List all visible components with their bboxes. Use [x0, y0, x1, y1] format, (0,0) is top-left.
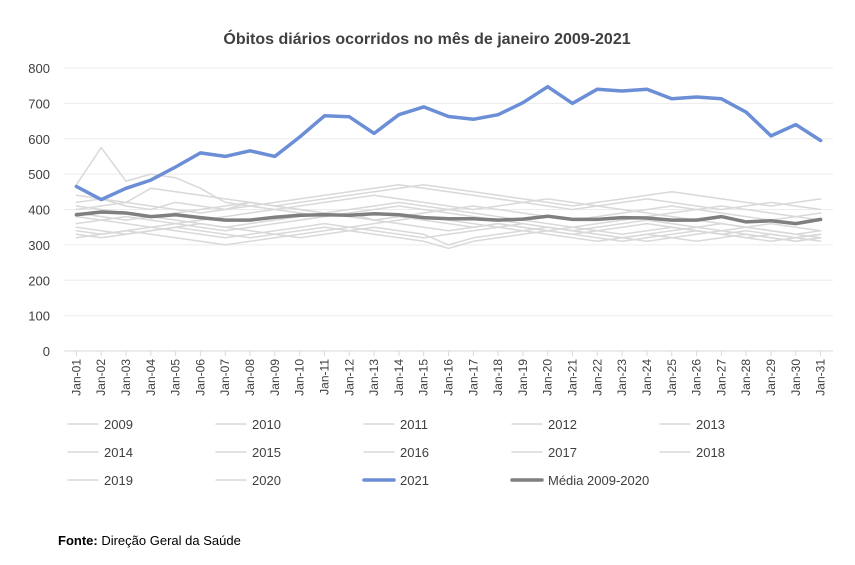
legend-item-2021: 2021 [362, 473, 429, 488]
legend-label: 2010 [252, 417, 281, 432]
series-line-2021 [74, 84, 823, 202]
legend-label: 2012 [548, 417, 577, 432]
legend-item-2019: 2019 [67, 473, 133, 488]
legend-item-2010: 2010 [215, 417, 281, 432]
y-tick-label: 600 [28, 132, 50, 147]
x-tick-label: Jan-21 [566, 359, 580, 396]
x-tick-label: Jan-02 [94, 359, 108, 396]
legend-item-2018: 2018 [659, 445, 725, 460]
y-tick-label: 700 [28, 96, 50, 111]
legend-label: 2015 [252, 445, 281, 460]
x-tick-label: Jan-27 [714, 359, 728, 396]
x-tick-label: Jan-20 [541, 359, 555, 396]
plot-area [74, 84, 823, 250]
series-line-2011 [75, 215, 822, 243]
legend-item-2016: 2016 [363, 445, 429, 460]
legend-item-2015: 2015 [215, 445, 281, 460]
x-tick-label: Jan-31 [814, 359, 828, 396]
x-tick-label: Jan-18 [491, 359, 505, 396]
legend-item-2012: 2012 [511, 417, 577, 432]
x-tick-label: Jan-08 [243, 359, 257, 396]
x-tick-label: Jan-03 [119, 359, 133, 396]
legend-label: 2020 [252, 473, 281, 488]
x-tick-label: Jan-14 [392, 359, 406, 396]
x-tick-label: Jan-26 [690, 359, 704, 396]
source-label: Fonte: [58, 533, 98, 548]
x-tick-label: Jan-22 [590, 359, 604, 396]
chart-title: Óbitos diários ocorridos no mês de janei… [223, 29, 630, 48]
legend-label: Média 2009-2020 [548, 473, 649, 488]
legend: 2009 2010 2011 2012 2013 2014 2015 2016 2017 2018… [67, 417, 725, 488]
y-tick-label: 200 [28, 273, 50, 288]
legend-label: 2013 [696, 417, 725, 432]
legend-item-2009: 2009 [67, 417, 133, 432]
x-tick-label: Jan-13 [367, 359, 381, 396]
x-tick-label: Jan-19 [516, 359, 530, 396]
x-tick-label: Jan-09 [268, 359, 282, 396]
x-tick-label: Jan-24 [640, 359, 654, 396]
legend-label: 2014 [104, 445, 133, 460]
x-axis: Jan-01 Jan-02 Jan-03 Jan-04 Jan-05 Jan-06 Jan-… [69, 351, 828, 396]
source-note: Fonte: Direção Geral da Saúde [58, 533, 241, 548]
legend-item-2013: 2013 [659, 417, 725, 432]
legend-item-2020: 2020 [215, 473, 281, 488]
series-line-2016 [75, 226, 822, 250]
x-tick-label: Jan-11 [317, 359, 331, 395]
legend-item-2017: 2017 [511, 445, 577, 460]
x-tick-label: Jan-05 [169, 359, 183, 396]
y-axis: 0 100 200 300 400 500 600 700 800 [28, 61, 50, 359]
legend-label: 2018 [696, 445, 725, 460]
legend-label: 2011 [400, 417, 428, 432]
x-tick-label: Jan-10 [293, 359, 307, 396]
series-line-2014 [75, 205, 822, 232]
legend-label: 2021 [400, 473, 429, 488]
x-tick-label: Jan-12 [342, 359, 356, 396]
x-tick-label: Jan-23 [615, 359, 629, 396]
x-tick-label: Jan-07 [218, 359, 232, 396]
series-line-m-dia-2009-2020 [74, 210, 823, 226]
x-tick-label: Jan-04 [144, 359, 158, 396]
y-tick-label: 300 [28, 238, 50, 253]
x-tick-label: Jan-17 [466, 359, 480, 396]
x-tick-label: Jan-01 [69, 359, 83, 396]
x-tick-label: Jan-25 [665, 359, 679, 396]
x-tick-label: Jan-16 [442, 359, 456, 396]
legend-label: 2016 [400, 445, 429, 460]
x-tick-label: Jan-06 [193, 359, 207, 396]
source-text: Direção Geral da Saúde [97, 533, 241, 548]
y-tick-label: 800 [28, 61, 50, 76]
x-tick-label: Jan-29 [764, 359, 778, 396]
legend-label: 2019 [104, 473, 133, 488]
x-tick-label: Jan-15 [417, 359, 431, 396]
series-line-2013 [75, 183, 822, 211]
y-tick-label: 400 [28, 203, 50, 218]
series-line-2015 [75, 183, 822, 214]
x-tick-label: Jan-28 [739, 359, 753, 396]
y-tick-label: 100 [28, 309, 50, 324]
legend-item-2011: 2011 [363, 417, 428, 432]
legend-label: 2017 [548, 445, 577, 460]
legend-label: 2009 [104, 417, 133, 432]
y-tick-label: 500 [28, 167, 50, 182]
legend-item-2014: 2014 [67, 445, 133, 460]
series-line-2020 [75, 201, 822, 228]
x-tick-label: Jan-30 [789, 359, 803, 396]
y-tick-label: 0 [43, 344, 50, 359]
legend-item-m-dia-2009-2020: Média 2009-2020 [510, 473, 649, 488]
